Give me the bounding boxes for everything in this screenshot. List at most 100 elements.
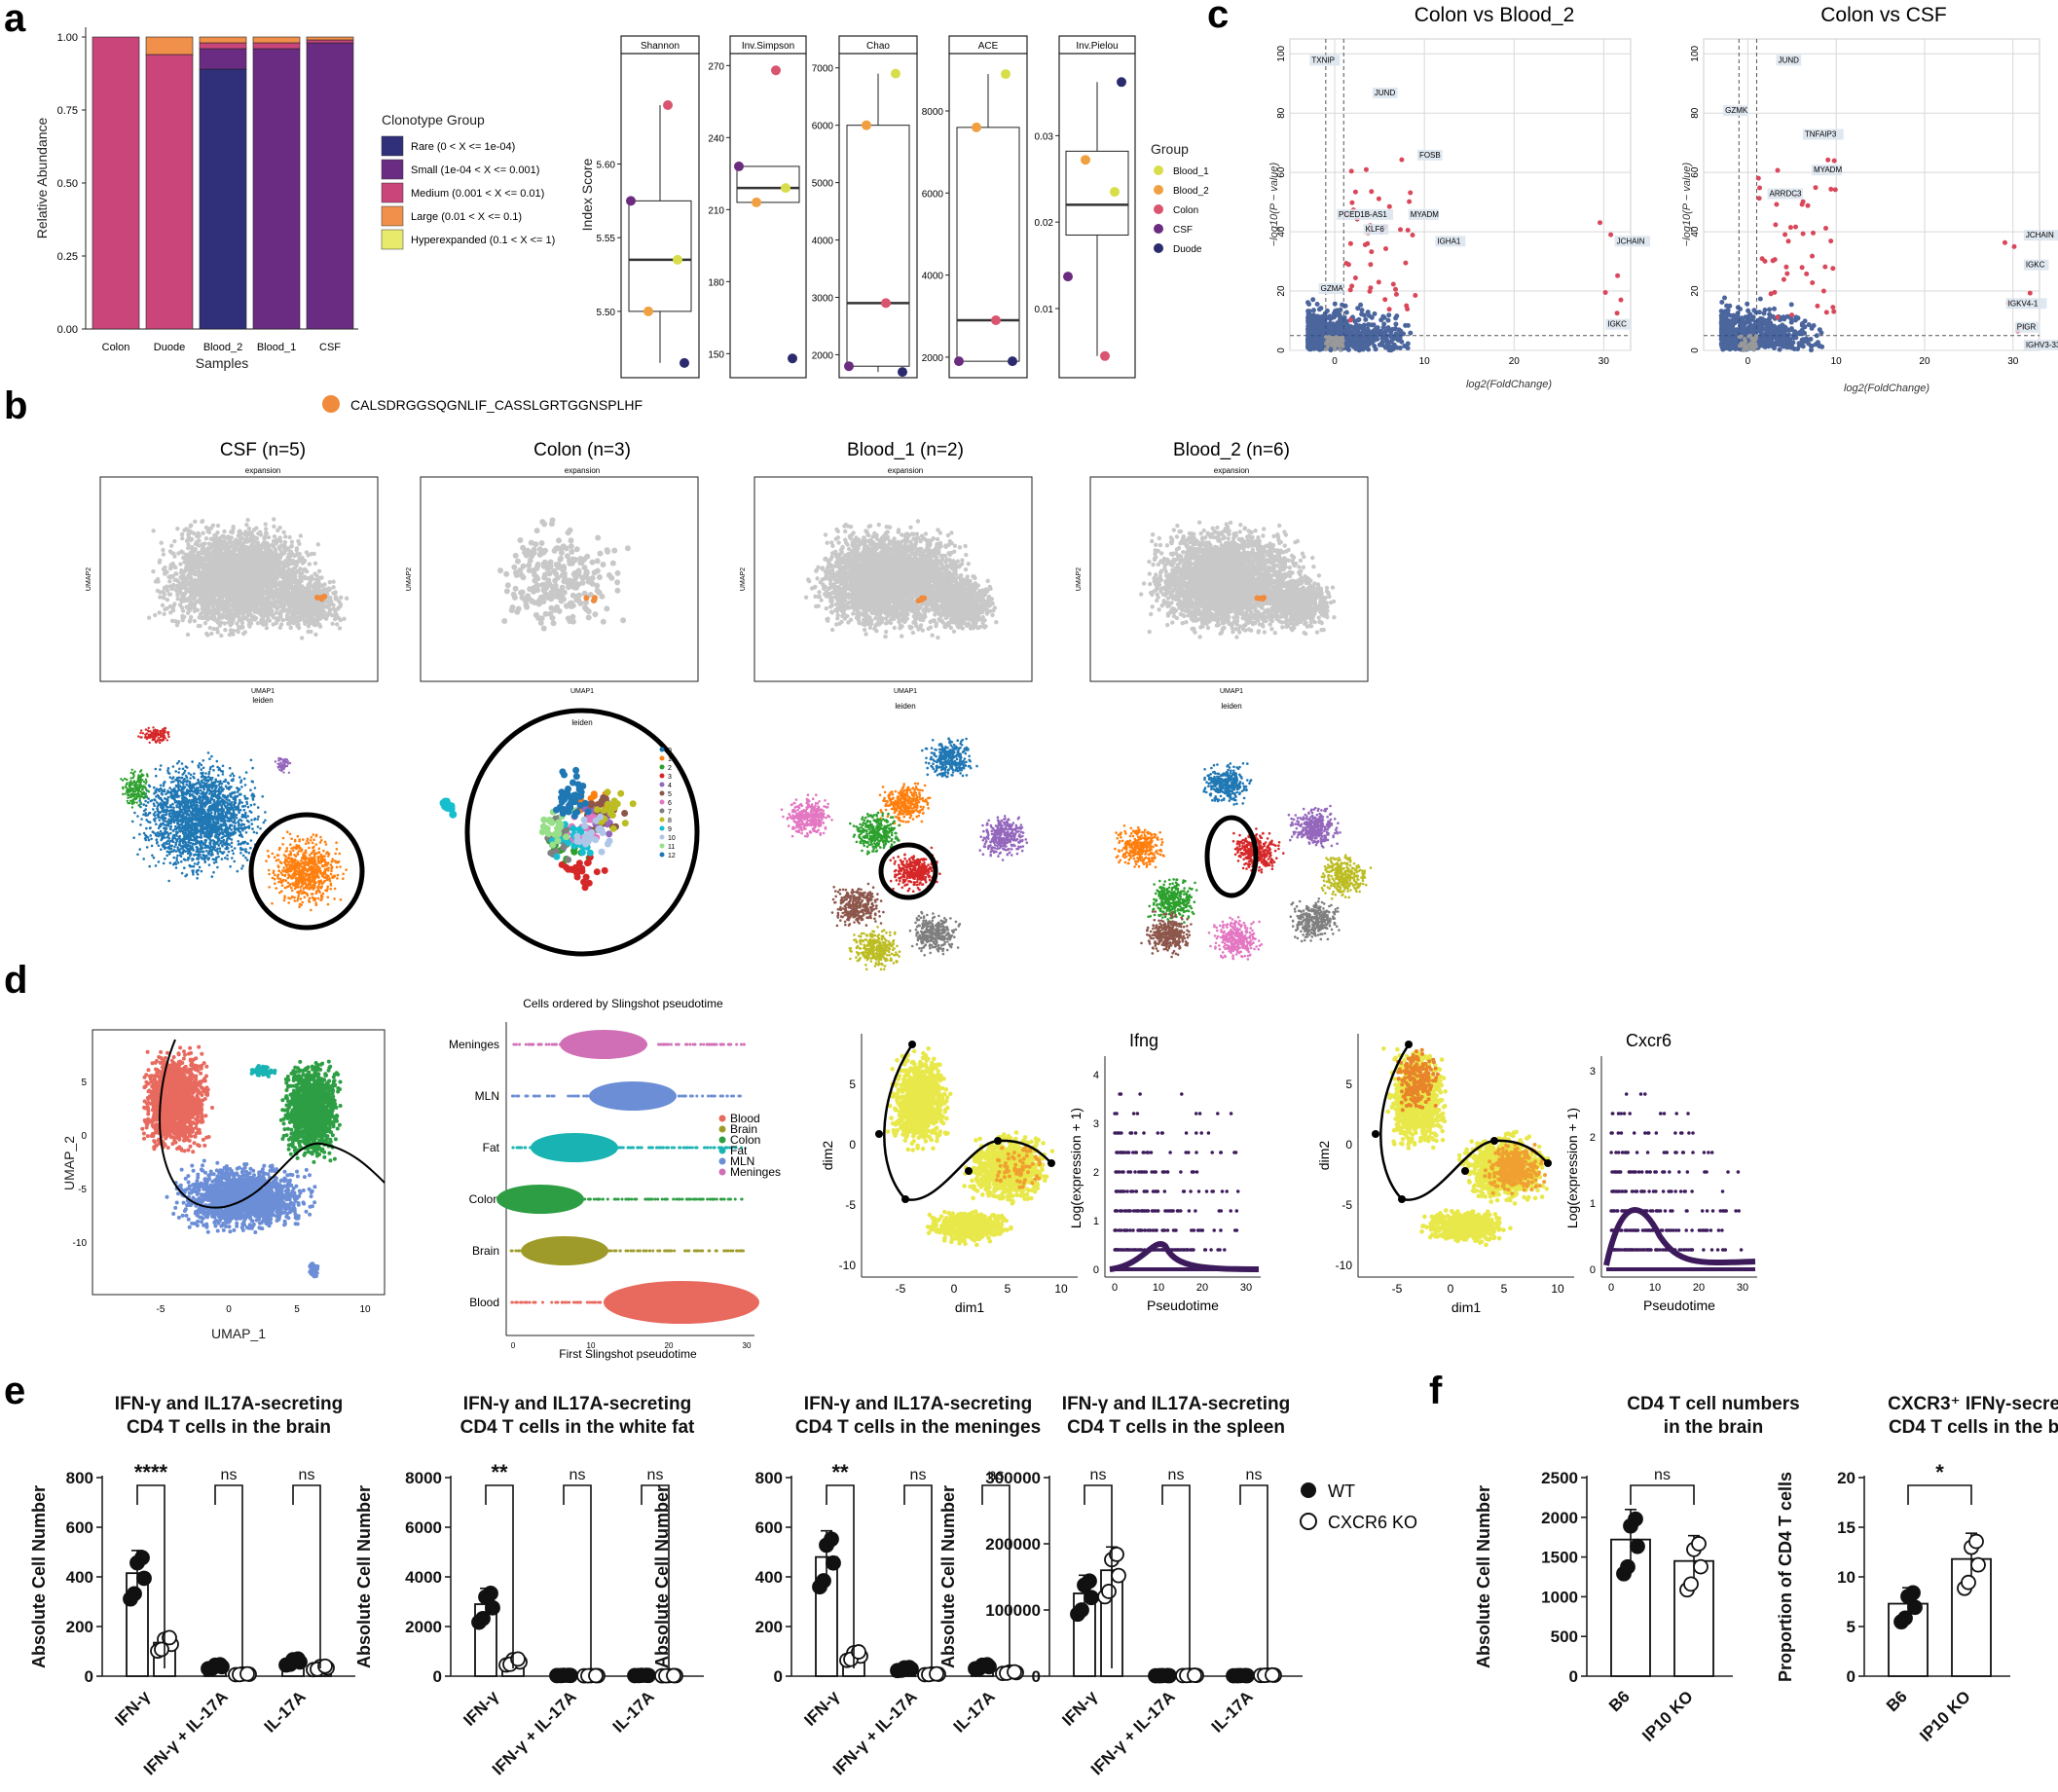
facet-tick-label: 2000 [812,350,834,361]
bar-segment [145,54,194,330]
a-div-y-label: Index Score [579,158,595,231]
d-pt-xtick: 30 [1240,1282,1252,1294]
box-iqr [846,125,910,367]
e-chart: CXCR3⁺ IFNγ-secreting CD4 T cells in the … [1776,1394,2058,1745]
d-umap-xtick: 0 [226,1304,232,1315]
a-xtick-label: Blood_2 [203,342,242,353]
chart-datapoint [1237,1667,1253,1684]
chart-ytick-label: 800 [755,1469,783,1487]
chart-ytick-label: 4000 [405,1568,442,1587]
d-traj-node [908,1041,916,1048]
diversity-point [1100,350,1110,361]
sig-bracket [826,1484,855,1668]
chart-datapoint [1630,1538,1645,1554]
d-legend-dot [718,1115,726,1122]
d-pt-ylabel: Log(expression + 1) [1564,1108,1580,1228]
umap-grey-cloud [926,573,999,634]
a-ytick-label: 0.00 [57,324,78,336]
volcano-xtick: 20 [1919,356,1930,367]
leiden-legend-label: 5 [668,791,672,798]
gene-label-bg [1776,55,1802,66]
chart-datapoint [483,1586,498,1601]
panel-label-b: b [4,384,27,427]
leiden-highlight-ring [878,842,938,900]
umap-clone-highlight [313,593,328,603]
gene-label-bg [1372,87,1398,98]
chart-datapoint [212,1657,228,1673]
chart-ytick-label: 2500 [1541,1469,1578,1487]
e-chart: CD4 T cell numbers in the brain 0 500 1000 15… [1474,1394,1800,1745]
chart-datapoint [816,1573,831,1589]
facet-tick-label: 7000 [812,64,834,75]
sig-bracket [1630,1484,1695,1505]
d-traj-ytick: 0 [1345,1138,1352,1152]
diversity-point [954,356,964,367]
umap-grey-cloud [271,569,349,638]
facet-title: ACE [978,41,999,52]
a-legend-label: Large (0.01 < X <= 0.1) [411,211,522,223]
volcano-ytick: 80 [1690,107,1701,119]
gene-label: FOSB [1419,151,1441,160]
clonotype-legend-label: CALSDRGGSQGNLIF_CASSLGRTGGNSPLHF [350,397,643,413]
chart-category-label: B6 [1883,1687,1911,1715]
diversity-point [862,120,871,130]
sig-bracket [1161,1484,1191,1668]
sig-label: ** [831,1460,849,1484]
facet-tick-label: 8000 [922,107,944,118]
chart-category-label: IL-17A [609,1687,658,1736]
leiden-legend-dot [659,764,665,770]
sig-label: ns [1654,1467,1671,1483]
facet-strip [1058,35,1136,55]
chart-ytick-label: 0 [1847,1667,1856,1686]
facet-tick-label: 5.60 [597,161,616,171]
e-legend-ko: CXCR6 KO [1328,1513,1417,1532]
a-xtick-label: Duode [154,342,185,353]
c-title-1: Colon vs Blood_2 [1415,4,1575,26]
chart-ytick-label: 100000 [985,1601,1041,1620]
d-pt-xtick: 20 [1196,1282,1208,1294]
d-violin-xtick: 30 [743,1341,752,1350]
gene-label: IGHV3-33 [2026,341,2058,349]
d-violin-shape [521,1236,608,1265]
chart-datapoint [290,1651,306,1667]
d-traj-xtick: 10 [1551,1282,1564,1296]
volcano-ytick: 40 [1276,226,1287,238]
gene-label-bg [1435,236,1466,247]
d-traj-ytick: -10 [1336,1259,1353,1272]
gene-label-bg [1767,188,1803,200]
facet-title: Shannon [641,41,680,52]
sig-label: * [1935,1460,1944,1484]
chart-datapoint [1897,1610,1913,1627]
chart-category-label: IL-17A [261,1687,310,1736]
facet-title: Inv.Pielou [1076,41,1118,52]
a-ytick-label: 0.75 [57,105,78,117]
diversity-point [752,197,761,207]
volcano-frame [1289,38,1632,351]
chart-datapoint [1084,1590,1099,1606]
sig-label: ns [910,1467,927,1483]
panel-label-d: d [4,959,27,1002]
leiden-cluster [830,882,885,928]
a-legend-swatch [381,182,404,203]
sig-label: ns [647,1467,664,1483]
diversity-point [1063,272,1073,282]
facet-tick-label: 5000 [812,179,834,190]
gene-label: IGKC [2026,261,2045,270]
d-legend-label: MLN [730,1154,754,1168]
gene-label: IGKV4-1 [2008,299,2039,308]
chart-bar [1610,1538,1651,1677]
d-pt-ytick: 2 [1093,1167,1099,1179]
gene-label: KLF6 [1366,225,1385,234]
umap-column: Blood_1 (n=2) expansion UMAP2 UMAP1 leiden [740,440,1033,971]
chart-title-line2: CD4 T cells in the meninges [795,1417,1041,1438]
box-iqr [956,127,1020,362]
a-bars-group [92,36,354,330]
d-traj-xtick: 0 [951,1282,958,1296]
chart-title-line1: IFN-γ and IL17A-secreting [463,1394,691,1414]
d-pt-xlabel: Pseudotime [1147,1298,1219,1313]
b-umap2-label: UMAP2 [406,567,413,591]
chart-ytick-label: 0 [433,1667,442,1686]
volcano-ytick: 100 [1690,45,1701,61]
